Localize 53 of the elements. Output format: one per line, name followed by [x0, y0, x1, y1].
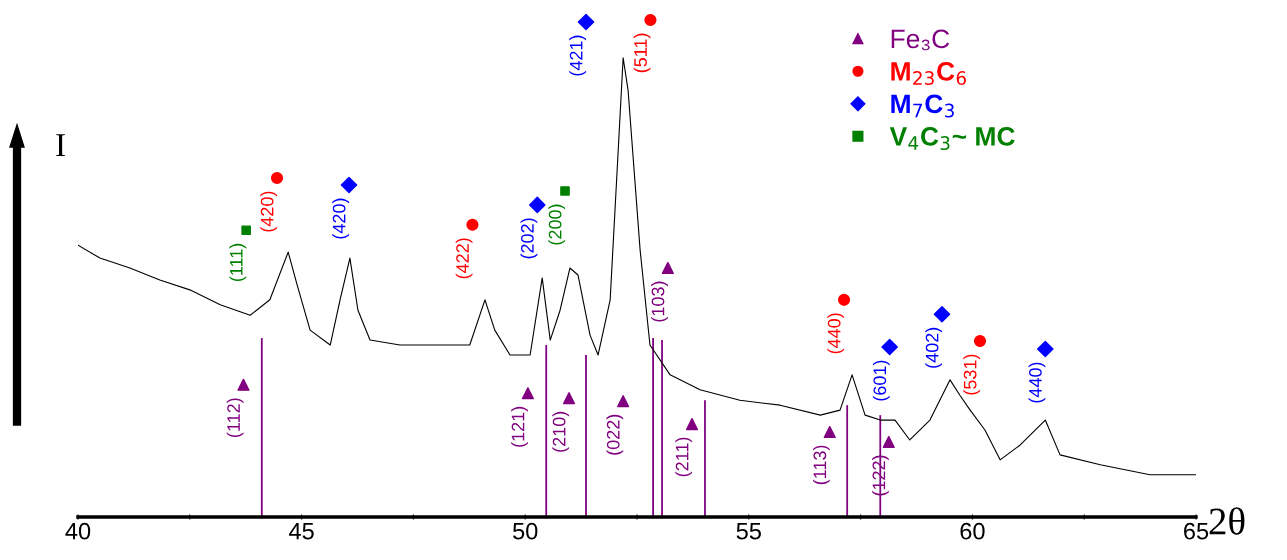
x-axis-title: 2θ [1209, 507, 1245, 535]
point [661, 261, 674, 275]
point [881, 338, 898, 356]
annotation: (112) [226, 398, 244, 437]
annotation: (531) [963, 354, 981, 395]
point [823, 425, 836, 439]
annotation: (200) [548, 204, 566, 245]
legend-label: V$_{4}$C$_{3}$~ MC [889, 127, 1015, 151]
point [685, 417, 699, 431]
x-tick-label: 45 [289, 523, 314, 540]
annotation: (022) [606, 414, 624, 455]
point [1036, 340, 1054, 358]
point [560, 186, 570, 196]
legend-label: M$_{23}$C$_{6}$ [891, 62, 966, 86]
legend-label: Fe₃C [891, 29, 950, 51]
point [340, 176, 358, 194]
point [973, 334, 987, 348]
x-tick-label: 50 [513, 522, 538, 540]
annotation: (422) [455, 238, 473, 279]
point [237, 378, 250, 391]
annotation: (601) [872, 360, 890, 401]
point [617, 395, 630, 408]
point [241, 225, 251, 236]
annotation: (420) [332, 198, 350, 239]
point [528, 196, 546, 214]
annotation: (210) [552, 411, 570, 452]
x-tick-label: 60 [960, 522, 985, 540]
annotation: (121) [511, 406, 528, 447]
x-tick-label: 65 [1184, 522, 1209, 540]
x-tick-label: 55 [736, 523, 761, 540]
y-axis-title: I [56, 134, 65, 157]
annotation: (421) [569, 35, 587, 76]
annotation: (511) [633, 33, 651, 73]
point [466, 218, 479, 231]
legend-label: M$_{7}$C$_{3}$ [891, 94, 954, 118]
annotation: (402) [925, 327, 943, 368]
annotation: (202) [520, 218, 538, 259]
point [933, 305, 951, 323]
annotation: (103) [651, 281, 668, 322]
point [270, 171, 284, 185]
annotation: (111) [229, 243, 247, 282]
point [577, 13, 595, 31]
annotation: (211) [675, 437, 693, 477]
annotation: (440) [1028, 362, 1046, 403]
annotation: (113) [812, 445, 830, 485]
annotation: (440) [827, 313, 845, 354]
point [837, 293, 851, 306]
point [644, 13, 657, 27]
point [562, 392, 576, 405]
x-tick-label: 40 [65, 522, 91, 540]
point [521, 387, 534, 400]
annotation: (420) [260, 191, 278, 232]
point [882, 435, 895, 449]
